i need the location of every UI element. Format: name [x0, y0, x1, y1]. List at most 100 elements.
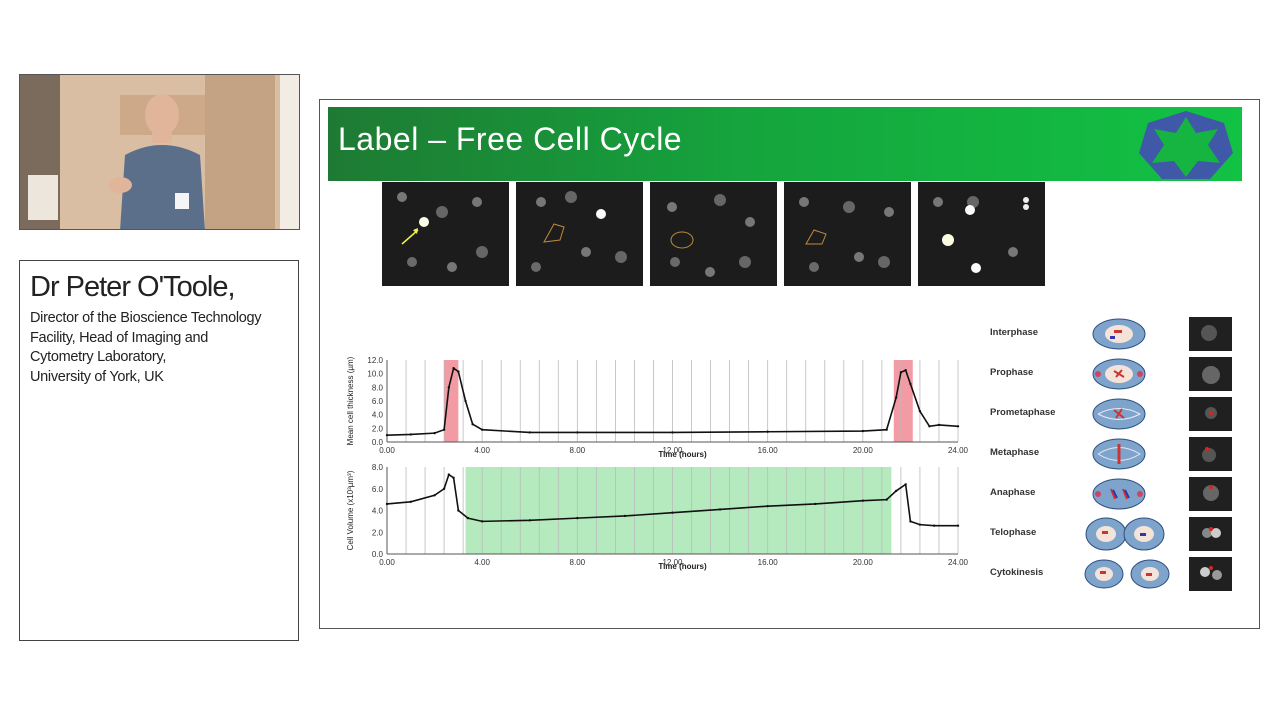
speaker-line: Director of the Bioscience Technology: [30, 310, 262, 326]
data-point: [447, 386, 451, 389]
microscopy-image: [382, 182, 509, 286]
data-point: [623, 514, 627, 518]
speaker-line: Cytometry Laboratory,: [30, 349, 167, 365]
x-tick-label: 20.00: [853, 446, 874, 455]
y-tick-label: 2.0: [372, 528, 384, 537]
data-point: [928, 425, 931, 428]
x-tick-label: 24.00: [948, 446, 969, 455]
data-point: [937, 423, 941, 427]
phase-row-anaphase: Anaphase: [984, 475, 1254, 513]
phase-legend: Interphase Prophase Prometaphase: [984, 315, 1254, 615]
data-point: [909, 382, 912, 386]
phase-label: Prophase: [990, 367, 1034, 378]
y-tick-label: 0.0: [372, 550, 384, 559]
highlight-band: [465, 467, 892, 554]
data-point: [409, 500, 412, 503]
data-point: [528, 431, 531, 434]
y-tick-label: 4.0: [372, 507, 384, 516]
x-tick-label: 16.00: [758, 446, 779, 455]
highlight-band: [893, 360, 913, 442]
data-point: [464, 399, 467, 403]
x-tick-label: 8.00: [570, 558, 586, 567]
data-point: [909, 520, 912, 523]
data-point: [766, 430, 769, 433]
speaker-name: Dr Peter O'Toole,: [30, 271, 236, 303]
data-point: [447, 473, 451, 476]
y-tick-label: 8.0: [372, 463, 384, 472]
data-point: [457, 370, 460, 373]
phase-label: Telophase: [990, 527, 1037, 538]
data-point: [466, 516, 470, 520]
y-tick-label: 4.0: [372, 411, 384, 420]
data-point: [861, 499, 865, 502]
phase-label: Metaphase: [990, 447, 1040, 458]
microscopy-image: [650, 182, 777, 286]
x-tick-label: 4.00: [474, 446, 490, 455]
data-point: [885, 428, 888, 431]
data-point: [480, 428, 484, 431]
prophase-thumb: [1189, 357, 1232, 391]
data-point: [766, 504, 769, 508]
phase-row-cytokinesis: Cytokinesis: [984, 555, 1254, 593]
microscopy-image: [918, 182, 1045, 286]
phase-row-prophase: Prophase: [984, 355, 1254, 393]
x-axis-title: Time (hours): [658, 562, 707, 571]
star-logo-icon: [1136, 109, 1236, 181]
x-tick-label: 20.00: [853, 558, 874, 567]
data-point: [933, 524, 936, 527]
metaphase-thumb: [1189, 437, 1232, 471]
presentation-slide: Label – Free Cell Cycle: [319, 99, 1260, 629]
speaker-affiliation: Director of the Bioscience Technology Fa…: [30, 309, 298, 387]
x-tick-label: 12.00: [662, 558, 683, 567]
x-tick-label: 16.00: [758, 558, 779, 567]
interphase-thumb: [1189, 317, 1232, 351]
y-axis-title: Mean cell thickness (µm): [346, 356, 355, 445]
phase-label: Cytokinesis: [990, 567, 1044, 578]
phase-row-prometaphase: Prometaphase: [984, 395, 1254, 433]
data-point: [885, 498, 888, 501]
prophase-cell-icon: [1084, 355, 1174, 393]
series-line: [386, 473, 958, 527]
data-point: [433, 431, 436, 435]
data-point: [671, 511, 674, 514]
y-axis-title: Cell Volume (x10³µm³): [346, 470, 355, 550]
data-point: [899, 371, 903, 374]
data-point: [894, 396, 898, 399]
speaker-line: Facility, Head of Imaging and: [30, 329, 209, 346]
data-point: [904, 483, 907, 486]
data-point: [861, 429, 865, 433]
data-point: [480, 520, 484, 523]
data-point: [918, 410, 922, 413]
speaker-video: [19, 74, 300, 230]
data-point: [442, 487, 446, 490]
telophase-thumb: [1189, 517, 1232, 551]
cell-cycle-plots: 0.0 2.0 4.0 6.0 8.0 10.0 12.0 0.00 4.00 8.00 12.00…: [330, 350, 970, 580]
phase-label: Prometaphase: [990, 407, 1056, 418]
x-tick-label: 0.00: [379, 446, 395, 455]
y-tick-label: 2.0: [372, 424, 384, 433]
phase-row-interphase: Interphase: [984, 315, 1254, 353]
telophase-cell-icon: [1084, 515, 1174, 553]
x-tick-label: 0.00: [379, 558, 395, 567]
data-point: [576, 431, 579, 434]
data-point: [814, 502, 817, 506]
cell-cycle-plots-svg: 0.0 2.0 4.0 6.0 8.0 10.0 12.0 0.00 4.00 8.00 12.00…: [346, 356, 969, 571]
x-tick-label: 24.00: [948, 558, 969, 567]
microscopy-image: [516, 182, 643, 286]
y-tick-label: 6.0: [372, 485, 384, 494]
x-tick-label: 12.00: [662, 446, 683, 455]
data-point: [718, 508, 722, 511]
data-point: [956, 524, 960, 527]
data-point: [452, 476, 455, 480]
series-line: [386, 366, 959, 436]
metaphase-cell-icon: [1084, 435, 1174, 473]
y-tick-label: 6.0: [372, 397, 384, 406]
data-point: [918, 523, 922, 526]
slide-title-banner: Label – Free Cell Cycle: [328, 107, 1242, 181]
data-point: [452, 367, 455, 370]
data-point: [956, 425, 960, 428]
data-point: [904, 369, 907, 372]
y-tick-label: 0.0: [372, 438, 384, 447]
phase-row-metaphase: Metaphase: [984, 435, 1254, 473]
data-point: [894, 489, 898, 493]
